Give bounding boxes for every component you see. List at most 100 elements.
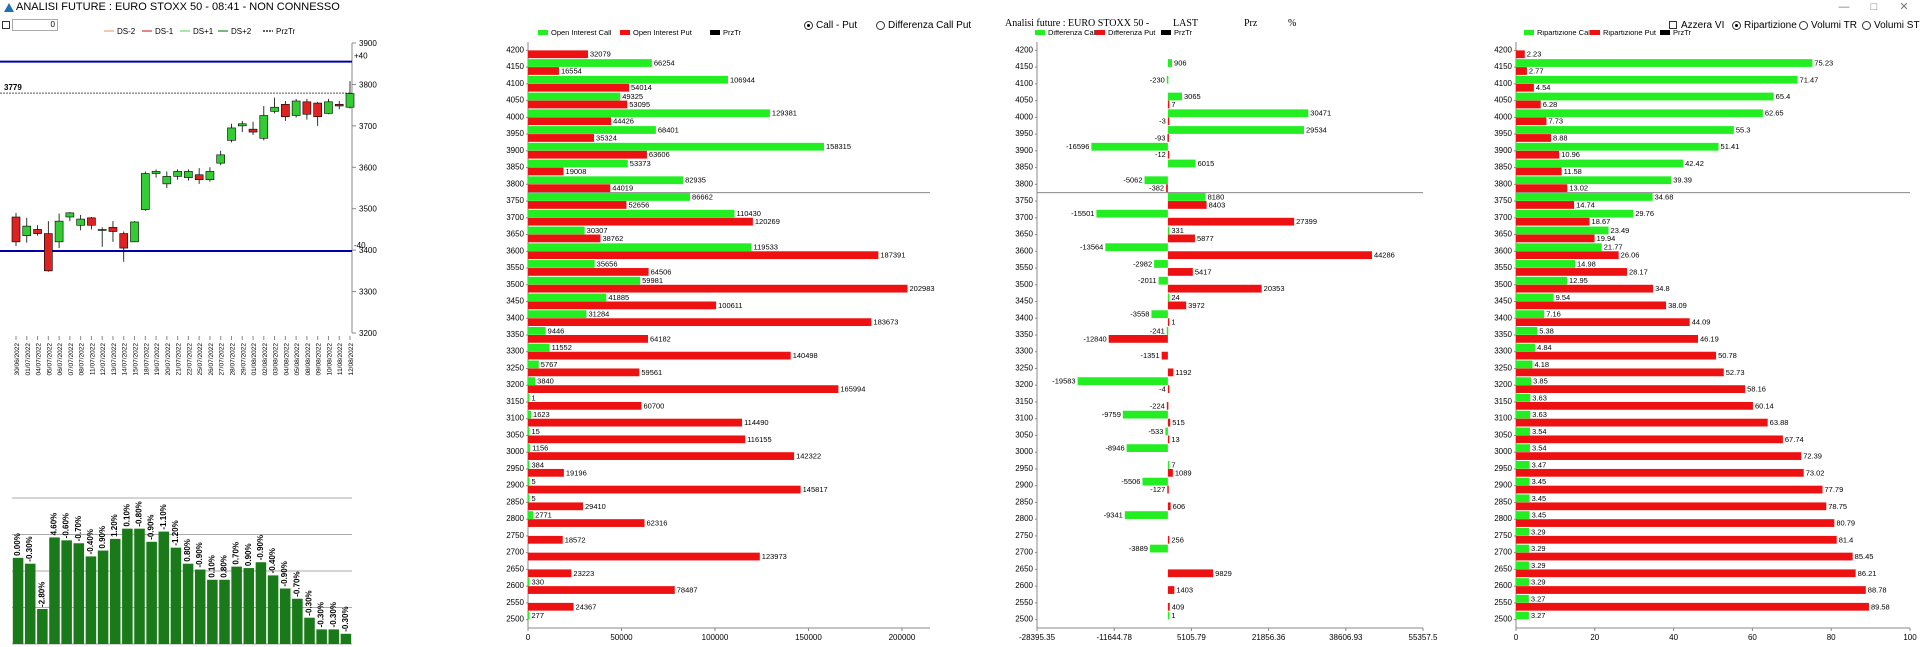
call-bar (528, 243, 752, 252)
bar-value: 515 (1172, 418, 1185, 427)
bar-value: 3972 (1188, 301, 1205, 310)
call-bar (528, 578, 530, 586)
bar-value: 30471 (1310, 109, 1331, 118)
strike-label: 2700 (506, 548, 524, 557)
strike-label: 3300 (1494, 347, 1512, 356)
toolbar-checkbox[interactable] (2, 21, 10, 29)
radio-differenza[interactable] (876, 21, 885, 30)
put-bar (1167, 201, 1207, 209)
strike-label: 2550 (1494, 598, 1512, 607)
pct-label: -0.90% (147, 514, 156, 539)
strike-label: 2600 (506, 581, 524, 590)
put-bar (528, 535, 563, 544)
bar-value: 3.45 (1532, 511, 1547, 520)
y-tick-label: 3700 (359, 122, 377, 131)
radio-ripartizione[interactable] (1732, 21, 1741, 30)
bar-value: 63606 (649, 150, 670, 159)
candle-body (334, 104, 344, 107)
bar-value: 59561 (641, 368, 662, 377)
bar-value: 30307 (587, 226, 608, 235)
put-bar (1167, 468, 1173, 477)
strike-label: 3250 (1494, 363, 1512, 372)
pct-label: -0.30% (317, 602, 326, 627)
strike-label: 3850 (1015, 163, 1033, 172)
strike-label: 3050 (1494, 430, 1512, 439)
strike-label: 2800 (1494, 514, 1512, 523)
pct-bar (49, 537, 60, 644)
pct-bar (109, 538, 121, 644)
candle-body (281, 104, 290, 118)
offset-input[interactable]: 0 (12, 19, 58, 31)
strike-label: 4100 (1015, 79, 1033, 88)
strike-label: 3350 (506, 330, 524, 339)
azzera-vi-checkbox[interactable] (1669, 21, 1677, 29)
bar-value: 12.95 (1569, 276, 1588, 285)
bar-value: 81.4 (1839, 535, 1854, 544)
bar-value: 39.39 (1673, 176, 1692, 185)
bar-value: 1156 (532, 444, 548, 453)
put-bar (1516, 502, 1827, 511)
put-bar (1516, 234, 1595, 243)
candlestick-chart[interactable]: DS-2 DS-1 DS+1 DS+2 PrzTr 3900 3800 3700 3600 350… (0, 28, 480, 428)
upper-band-label: +40 (354, 52, 368, 61)
bar-value: 49325 (622, 92, 643, 101)
candle-body (44, 233, 53, 272)
strike-label: 2500 (506, 615, 524, 624)
bar-value: 129381 (772, 109, 797, 118)
radio-volumi-tr[interactable] (1799, 21, 1808, 30)
open-interest-chart: Open Interest Call Open Interest Put PrzTr… (506, 30, 935, 642)
x-tick-label: -11644.78 (1096, 633, 1132, 642)
put-bar (1167, 100, 1170, 109)
candle-body (119, 233, 129, 249)
bar-value: 60.14 (1755, 401, 1774, 410)
bar-value: 34.68 (1655, 192, 1674, 201)
bar-value: 1 (532, 393, 536, 402)
strike-label: 4050 (1015, 96, 1033, 105)
close-button[interactable]: ✕ (1899, 1, 1909, 13)
bar-value: 3.29 (1531, 578, 1546, 587)
strike-label: 4150 (1015, 62, 1033, 71)
strike-label: 3300 (1015, 347, 1033, 356)
put-bar (528, 586, 675, 594)
strike-label: 2700 (1494, 548, 1512, 557)
put-bar (1516, 284, 1654, 293)
bar-value: -16596 (1066, 142, 1089, 151)
bar-value: -241 (1150, 326, 1165, 335)
legend-label: Open Interest Put (633, 30, 693, 37)
put-bar (1167, 284, 1262, 293)
radio-call-put[interactable] (804, 21, 813, 30)
strike-label: 2850 (506, 497, 524, 506)
bar-value: 29534 (1306, 125, 1327, 134)
put-bar (1516, 301, 1667, 310)
put-bar (1516, 100, 1541, 109)
radio-volumi-st[interactable] (1862, 21, 1871, 30)
bar-value: -3889 (1129, 544, 1148, 553)
strike-label: 3250 (1015, 363, 1033, 372)
call-bar (1516, 59, 1813, 67)
maximize-button[interactable]: □ (1870, 1, 1878, 13)
date-label: 11/08/2022 (337, 343, 344, 375)
bar-value: 158315 (826, 142, 851, 151)
bar-value: 60700 (643, 401, 664, 410)
date-label: 27/07/2022 (219, 343, 226, 376)
call-bar (528, 126, 656, 134)
bar-value: 63.88 (1770, 418, 1789, 427)
bar-value: 27399 (1296, 217, 1317, 226)
bar-value: 9446 (548, 326, 565, 335)
strike-label: 3050 (506, 430, 524, 439)
bar-value: 54014 (631, 83, 652, 92)
date-label: 13/07/2022 (111, 343, 118, 376)
strike-label: 3750 (1494, 196, 1512, 205)
put-bar (528, 100, 628, 109)
date-label: 29/07/2022 (240, 343, 247, 376)
pct-label: 1.20% (110, 514, 119, 537)
minimize-button[interactable]: — (1838, 1, 1850, 13)
bar-value: 8.88 (1553, 133, 1568, 142)
strike-label: 2600 (1494, 581, 1512, 590)
put-bar (1516, 569, 1856, 578)
call-bar (1167, 126, 1304, 134)
bar-value: 86.21 (1858, 569, 1877, 578)
strike-label: 3350 (1015, 330, 1033, 339)
legend-label: PrzTr (276, 28, 296, 36)
strike-label: 4100 (1494, 79, 1512, 88)
